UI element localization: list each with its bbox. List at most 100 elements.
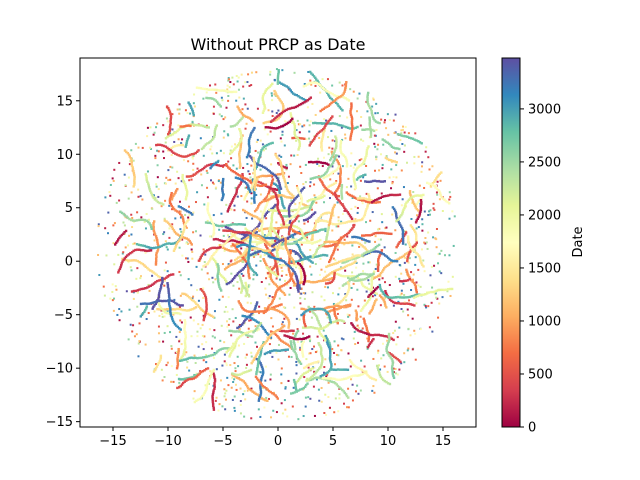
data-point bbox=[267, 275, 271, 278]
data-point bbox=[303, 297, 306, 300]
data-point bbox=[360, 218, 364, 221]
data-point bbox=[209, 84, 212, 87]
data-point bbox=[284, 348, 288, 352]
data-point bbox=[403, 144, 406, 147]
data-point bbox=[336, 201, 339, 204]
data-point bbox=[320, 141, 323, 144]
data-point bbox=[291, 117, 294, 121]
data-point bbox=[268, 189, 271, 192]
data-point bbox=[410, 289, 413, 292]
data-point bbox=[347, 220, 350, 223]
data-point bbox=[387, 256, 390, 260]
data-point bbox=[391, 213, 394, 216]
data-point bbox=[402, 254, 406, 257]
data-point bbox=[313, 280, 317, 284]
data-point bbox=[392, 332, 395, 335]
data-point bbox=[265, 143, 269, 147]
data-point bbox=[311, 73, 315, 77]
data-point bbox=[329, 305, 332, 309]
data-point bbox=[299, 256, 302, 259]
data-point bbox=[239, 412, 242, 415]
data-point bbox=[294, 333, 298, 336]
data-point bbox=[410, 201, 413, 204]
data-point bbox=[301, 353, 305, 356]
data-point bbox=[221, 183, 225, 187]
data-point bbox=[213, 135, 216, 138]
data-point bbox=[253, 195, 256, 199]
data-point bbox=[182, 358, 186, 361]
data-point bbox=[354, 170, 357, 173]
data-point bbox=[270, 215, 274, 218]
data-point bbox=[364, 234, 368, 237]
data-point bbox=[296, 341, 299, 344]
data-point bbox=[255, 216, 259, 219]
data-point bbox=[280, 155, 283, 158]
data-point bbox=[278, 243, 281, 246]
data-point bbox=[351, 241, 354, 244]
data-point bbox=[361, 307, 364, 311]
data-point bbox=[317, 131, 320, 134]
data-point bbox=[278, 284, 281, 287]
data-point bbox=[400, 362, 403, 365]
data-point bbox=[263, 328, 267, 332]
data-point bbox=[417, 140, 420, 143]
data-point bbox=[395, 260, 399, 263]
data-point bbox=[130, 290, 134, 293]
data-point bbox=[372, 201, 376, 204]
data-point bbox=[349, 134, 353, 137]
data-point bbox=[274, 333, 278, 336]
data-point bbox=[388, 258, 391, 261]
data-point bbox=[178, 246, 181, 249]
data-point bbox=[216, 272, 220, 275]
data-point bbox=[390, 259, 393, 262]
data-point bbox=[298, 140, 301, 144]
data-point bbox=[164, 261, 167, 264]
data-point bbox=[243, 209, 247, 213]
data-point bbox=[282, 174, 285, 178]
data-point bbox=[215, 351, 218, 355]
data-point bbox=[347, 177, 350, 180]
data-point bbox=[242, 238, 246, 242]
data-point bbox=[282, 284, 285, 287]
data-point bbox=[217, 164, 220, 167]
data-point bbox=[347, 212, 351, 216]
data-point bbox=[347, 387, 350, 390]
data-point bbox=[207, 163, 211, 167]
data-point bbox=[253, 162, 256, 165]
data-point bbox=[309, 142, 312, 145]
data-point bbox=[395, 164, 398, 167]
data-point bbox=[184, 336, 187, 339]
data-point bbox=[250, 71, 253, 74]
data-point bbox=[340, 300, 343, 303]
data-point bbox=[243, 315, 246, 318]
data-point bbox=[257, 359, 260, 362]
data-point bbox=[338, 287, 341, 290]
data-point bbox=[133, 219, 137, 222]
data-point bbox=[263, 227, 266, 231]
data-point bbox=[354, 205, 357, 208]
data-point bbox=[262, 239, 265, 242]
data-point bbox=[139, 244, 143, 247]
data-point bbox=[297, 389, 300, 392]
data-point bbox=[303, 101, 306, 104]
data-point bbox=[247, 265, 250, 268]
data-point bbox=[388, 352, 391, 355]
data-point bbox=[384, 254, 387, 257]
data-point bbox=[365, 276, 369, 280]
data-point bbox=[375, 102, 378, 105]
data-point bbox=[148, 289, 151, 292]
data-point bbox=[352, 325, 355, 328]
data-point bbox=[449, 294, 452, 297]
data-point bbox=[288, 344, 291, 348]
data-point bbox=[132, 259, 136, 262]
data-point bbox=[225, 106, 228, 109]
data-point bbox=[349, 113, 353, 117]
data-point bbox=[277, 230, 280, 234]
data-point bbox=[242, 393, 245, 396]
data-point bbox=[339, 177, 342, 180]
data-point bbox=[357, 366, 360, 370]
data-point bbox=[338, 200, 341, 203]
data-point bbox=[315, 378, 318, 381]
data-point bbox=[245, 115, 248, 119]
data-point bbox=[270, 225, 273, 228]
